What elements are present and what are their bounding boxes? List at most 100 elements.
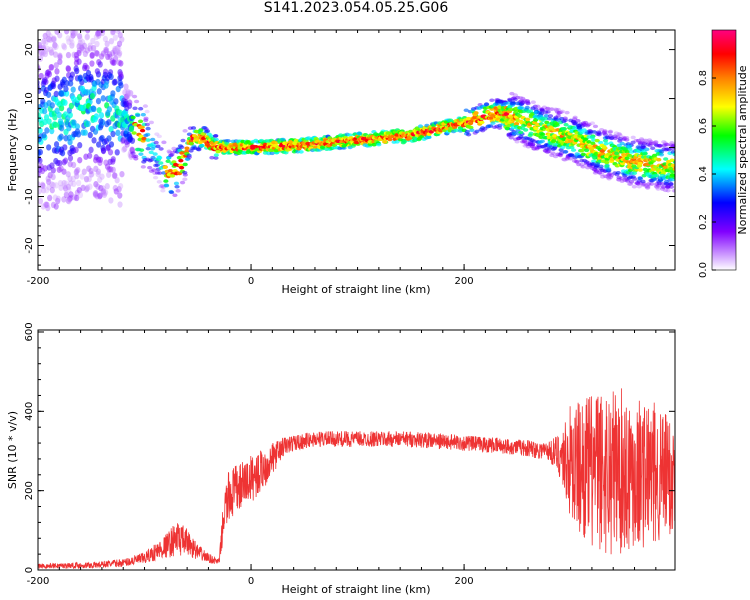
spectrogram-cell-452 <box>103 48 109 56</box>
spectrogram-cell-2102 <box>571 159 578 163</box>
spectrogram-cell-164 <box>58 184 64 191</box>
spectrogram-cell-414 <box>96 30 102 37</box>
spectrogram-cell-356 <box>89 170 95 178</box>
spectrogram-cell-242 <box>71 51 77 59</box>
spectrogram-cell-117 <box>51 36 57 44</box>
spectrogram-cell-341 <box>86 175 92 183</box>
spectrogram-cell-2462 <box>635 182 641 186</box>
colorbar-tick-label: 0.2 <box>698 214 709 230</box>
spectrogram-cell-53 <box>42 32 48 40</box>
spectrogram-cell-721 <box>163 179 169 183</box>
spectrogram-cell-686 <box>150 137 156 142</box>
spectrogram-cell-299 <box>79 173 85 180</box>
spectrogram-cell-122 <box>52 194 58 201</box>
spectrogram-cell-898 <box>225 138 231 143</box>
spectrogram-cell-2470 <box>637 140 643 145</box>
spectrogram-cell-405 <box>94 192 100 200</box>
spectrogram-cell-239 <box>71 180 77 188</box>
spectrogram-cell-2549 <box>650 146 656 151</box>
spectrogram-cell-142 <box>57 58 63 65</box>
spectrogram-cell-537 <box>116 45 122 52</box>
chart-title: S141.2023.054.05.25.G06 <box>263 0 449 16</box>
spectrogram-cell-1767 <box>512 93 518 97</box>
spectrogram-cell-353 <box>87 131 93 139</box>
spectrogram-cell-301 <box>80 46 86 53</box>
spectrogram-cell-1756 <box>509 101 515 106</box>
spectrogram-cell-674 <box>147 165 153 170</box>
spectrogram-cell-767 <box>177 144 184 148</box>
spectrogram-cell-772 <box>179 151 185 155</box>
spectrogram-cell-188 <box>62 144 68 151</box>
spectrogram-cell-424 <box>99 173 105 180</box>
spectrogram-cell-2115 <box>574 160 580 164</box>
spectrogram-cell-2475 <box>637 176 643 180</box>
spectrogram-cell-1964 <box>548 107 554 112</box>
spectrogram-cell-44 <box>41 187 47 194</box>
spectrogram-cell-2505 <box>645 184 651 189</box>
spectrogram-cell-1355 <box>385 131 392 135</box>
spectrogram-x-tick-label: 200 <box>455 276 474 287</box>
spectrogram-cell-1601 <box>473 111 479 115</box>
spectrogram-cell-659 <box>140 112 146 117</box>
spectrogram-cell-29 <box>39 181 46 189</box>
spectrogram-y-ticks: 20 10 0 -10 -20 <box>24 29 675 266</box>
spectrogram-cell-742 <box>168 190 175 195</box>
spectrogram-cell-348 <box>85 120 91 128</box>
spectrogram-cell-1840 <box>525 117 531 122</box>
spectrogram-cell-87 <box>47 33 54 40</box>
spectrogram-cell-147 <box>55 195 61 203</box>
spectrogram-cell-2593 <box>660 186 666 190</box>
spectrogram-cell-263 <box>74 194 80 202</box>
spectrogram-cell-779 <box>182 129 188 133</box>
spectrogram-cell-619 <box>129 137 136 144</box>
spectrogram-cell-2085 <box>569 145 575 150</box>
spectrogram-cell-2479 <box>639 138 645 143</box>
spectrogram-cell-1953 <box>546 135 552 140</box>
spectrogram-cell-571 <box>121 146 127 153</box>
spectrogram-cell-557 <box>118 182 124 190</box>
spectrogram-cell-832 <box>200 132 206 136</box>
spectrogram-cell-2299 <box>607 130 613 134</box>
spectrogram-cell-2626 <box>665 188 671 193</box>
spectrogram-cell-2080 <box>567 156 574 161</box>
spectrogram-cell-172 <box>61 182 67 190</box>
spectrogram-cell-646 <box>135 113 141 118</box>
spectrogram-cell-1444 <box>417 124 424 129</box>
spectrogram-cell-2663 <box>672 173 675 178</box>
spectrogram-cell-2234 <box>596 131 602 135</box>
spectrogram-cell-2225 <box>594 138 600 143</box>
spectrogram-cell-701 <box>154 132 160 136</box>
spectrogram-cell-171 <box>59 149 66 157</box>
spectrogram-cell-672 <box>145 146 151 151</box>
spectrogram-cell-740 <box>169 174 176 178</box>
spectrogram-cell-396 <box>94 68 100 75</box>
spectrogram-cell-1313 <box>371 142 377 147</box>
spectrogram-cell-435 <box>101 23 106 29</box>
spectrogram-cell-2163 <box>582 137 588 142</box>
spectrogram-cell-1685 <box>497 123 503 128</box>
spectrogram-cell-1899 <box>535 104 541 109</box>
spectrogram-cell-699 <box>154 163 160 167</box>
spectrogram-cell-2281 <box>604 174 610 179</box>
spectrogram-cell-755 <box>174 184 180 189</box>
spectrogram-cell-357 <box>88 146 94 154</box>
spectrogram-cell-461 <box>103 82 109 89</box>
spectrogram-cell-778 <box>182 170 188 175</box>
spectrogram-cell-351 <box>89 51 95 59</box>
spectrogram-cell-521 <box>114 177 120 184</box>
spectrogram-cell-119 <box>51 35 57 42</box>
spectrogram-cell-2111 <box>575 119 581 123</box>
spectrogram-cell-1825 <box>522 143 528 148</box>
spectrogram-cell-236 <box>70 30 76 36</box>
spectrogram-cell-381 <box>93 181 99 188</box>
spectrogram-cell-583 <box>122 145 128 152</box>
spectrogram-cell-137 <box>55 197 61 205</box>
spectrogram-cell-2366 <box>619 179 625 183</box>
spectrogram-cell-446 <box>100 188 106 195</box>
spectrogram-cell-1802 <box>517 95 524 100</box>
spectrogram-cell-1593 <box>472 115 478 120</box>
spectrogram-cell-2668 <box>672 160 675 164</box>
spectrogram-cell-375 <box>91 44 97 52</box>
spectrogram-cell-1021 <box>269 151 275 156</box>
spectrogram-cell-679 <box>148 169 154 173</box>
